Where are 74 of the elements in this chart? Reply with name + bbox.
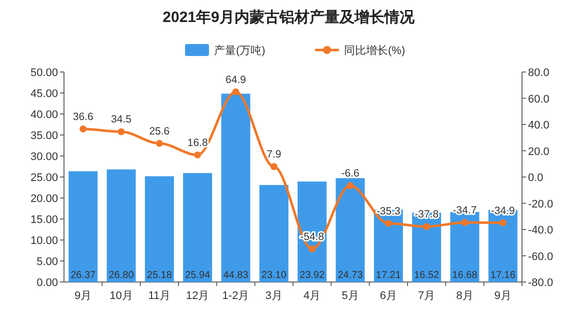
chart-title: 2021年9月内蒙古铝材产量及增长情况 (162, 9, 416, 26)
point (499, 219, 506, 226)
data-label: 24.73 (338, 270, 364, 281)
y2-tick-label: 60.0 (528, 93, 550, 106)
data-label: 34.5 (111, 114, 132, 126)
x-tick-label: 1-2月 (222, 290, 250, 302)
x-tick-label: 12月 (186, 290, 210, 302)
data-label: 16.8 (187, 136, 208, 149)
x-tick-label: 9月 (74, 290, 92, 302)
y2-tick-label: 80.0 (528, 67, 550, 79)
y2-tick-label: 0.0 (528, 172, 544, 184)
bar (106, 169, 136, 282)
legend-label: 同比增长(%) (344, 44, 406, 57)
data-label: 17.21 (376, 270, 402, 281)
point (346, 182, 354, 190)
point (118, 128, 125, 136)
y-tick-label: 35.00 (30, 130, 58, 142)
point (384, 220, 392, 227)
data-label: 25.18 (146, 270, 172, 281)
data-label: 16.52 (414, 270, 440, 281)
y-tick-label: 15.00 (30, 214, 58, 226)
data-label: 36.6 (72, 110, 94, 123)
y2-tick-label: -80.0 (528, 277, 554, 289)
data-label: 25.94 (185, 270, 211, 281)
x-tick-label: 9月 (494, 290, 512, 302)
x-tick-label: 5月 (342, 290, 359, 302)
data-label: 26.80 (108, 270, 134, 281)
y-tick-label: 10.00 (30, 235, 58, 247)
data-label: 23.10 (261, 270, 287, 281)
y2-tick-label: 20.0 (528, 146, 550, 158)
y-tick-label: 40.00 (30, 109, 58, 121)
x-tick-label: 10月 (110, 290, 133, 302)
data-label: -37.8 (414, 208, 439, 221)
y-tick-label: 45.00 (30, 88, 58, 100)
data-label: 17.16 (490, 270, 516, 281)
point (156, 140, 163, 147)
bar (68, 171, 98, 282)
data-label: 64.9 (226, 74, 246, 86)
x-tick-label: 7月 (418, 290, 436, 302)
x-tick-label: 8月 (456, 290, 474, 302)
bar (259, 184, 288, 282)
data-label: 7.9 (266, 148, 282, 161)
x-tick-label: 3月 (265, 290, 282, 302)
point (80, 125, 87, 132)
point (232, 88, 240, 96)
bar (221, 94, 250, 282)
x-tick-label: 4月 (304, 290, 321, 302)
y-tick-label: 5.00 (36, 256, 58, 268)
y-tick-label: 0.00 (36, 277, 58, 289)
y2-tick-label: -40.0 (528, 224, 554, 236)
data-label: 25.6 (149, 125, 170, 138)
bar (336, 178, 365, 282)
bar (144, 176, 174, 282)
data-label: -6.6 (341, 168, 360, 180)
point (308, 245, 316, 252)
data-label: 44.83 (223, 270, 249, 281)
y-tick-label: 50.00 (30, 67, 58, 79)
bar (183, 173, 212, 282)
point (194, 151, 202, 158)
y2-tick-label: -20.0 (528, 198, 554, 210)
y-tick-label: 25.00 (30, 172, 58, 184)
point (423, 223, 430, 230)
y-tick-label: 20.00 (30, 193, 58, 205)
y2-tick-label: 40.0 (528, 120, 550, 132)
point (461, 219, 468, 226)
legend-label: 产量(万吨) (214, 44, 266, 57)
x-tick-label: 6月 (380, 290, 397, 302)
data-label: 23.92 (300, 270, 326, 281)
x-tick-label: 11月 (148, 290, 171, 302)
point (270, 163, 278, 170)
y2-tick-label: -60.0 (528, 250, 554, 263)
data-label: 26.37 (70, 270, 96, 281)
y-tick-label: 30.00 (30, 151, 58, 163)
data-label: 16.68 (452, 270, 478, 281)
